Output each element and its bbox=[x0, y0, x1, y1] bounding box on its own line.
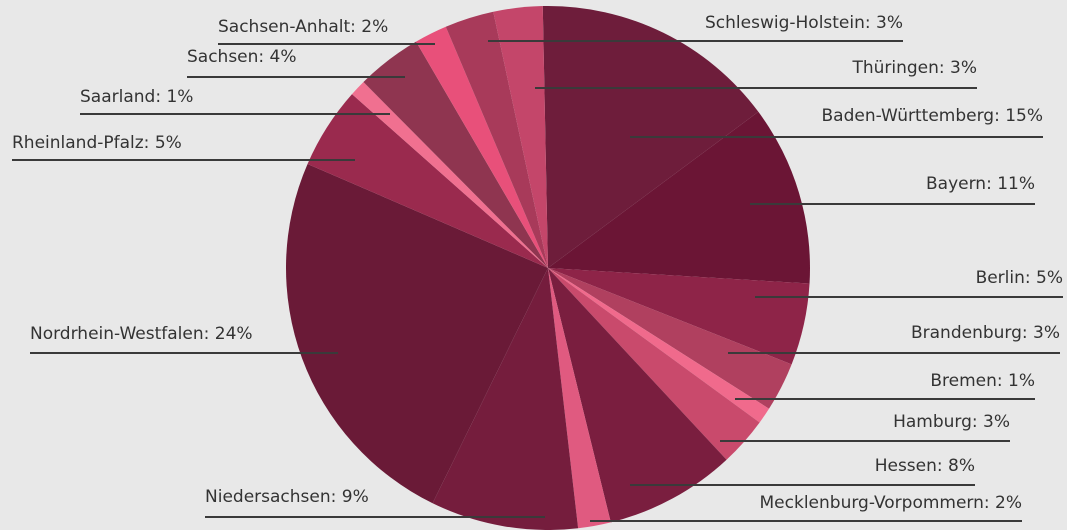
data-label: Thüringen: 3% bbox=[851, 58, 977, 78]
pie-slice bbox=[363, 41, 548, 269]
data-label: Niedersachsen: 9% bbox=[205, 487, 369, 507]
pie-slice bbox=[548, 268, 611, 529]
pie-slice bbox=[548, 268, 769, 423]
pie-slice bbox=[548, 268, 810, 365]
data-label: Rheinland-Pfalz: 5% bbox=[12, 133, 182, 153]
pie-slice bbox=[432, 268, 579, 530]
data-label: Bayern: 11% bbox=[926, 174, 1035, 194]
data-label: Nordrhein-Westfalen: 24% bbox=[30, 324, 253, 344]
data-label: Sachsen: 4% bbox=[187, 47, 297, 67]
data-label: Bremen: 1% bbox=[930, 371, 1035, 391]
pie-slice bbox=[445, 11, 548, 269]
pie-slice bbox=[352, 82, 548, 269]
data-label: Saarland: 1% bbox=[80, 87, 193, 107]
pie-slice bbox=[548, 111, 810, 284]
pie-slice bbox=[548, 268, 760, 460]
data-label: Baden-Württemberg: 15% bbox=[821, 106, 1043, 126]
data-label: Brandenburg: 3% bbox=[911, 323, 1060, 343]
data-label: Hamburg: 3% bbox=[893, 412, 1010, 432]
data-label: Mecklenburg-Vorpommern: 2% bbox=[760, 493, 1023, 513]
data-label: Hessen: 8% bbox=[875, 456, 975, 476]
pie-slice bbox=[548, 268, 792, 409]
pie-slice bbox=[285, 163, 548, 504]
pie-slice bbox=[416, 26, 548, 269]
pie-slice bbox=[493, 6, 548, 268]
data-label: Sachsen-Anhalt: 2% bbox=[218, 17, 388, 37]
pie-slice bbox=[548, 268, 727, 523]
data-label: Berlin: 5% bbox=[976, 268, 1063, 288]
data-label: Schleswig-Holstein: 3% bbox=[705, 13, 903, 33]
pie-slice bbox=[307, 94, 548, 269]
